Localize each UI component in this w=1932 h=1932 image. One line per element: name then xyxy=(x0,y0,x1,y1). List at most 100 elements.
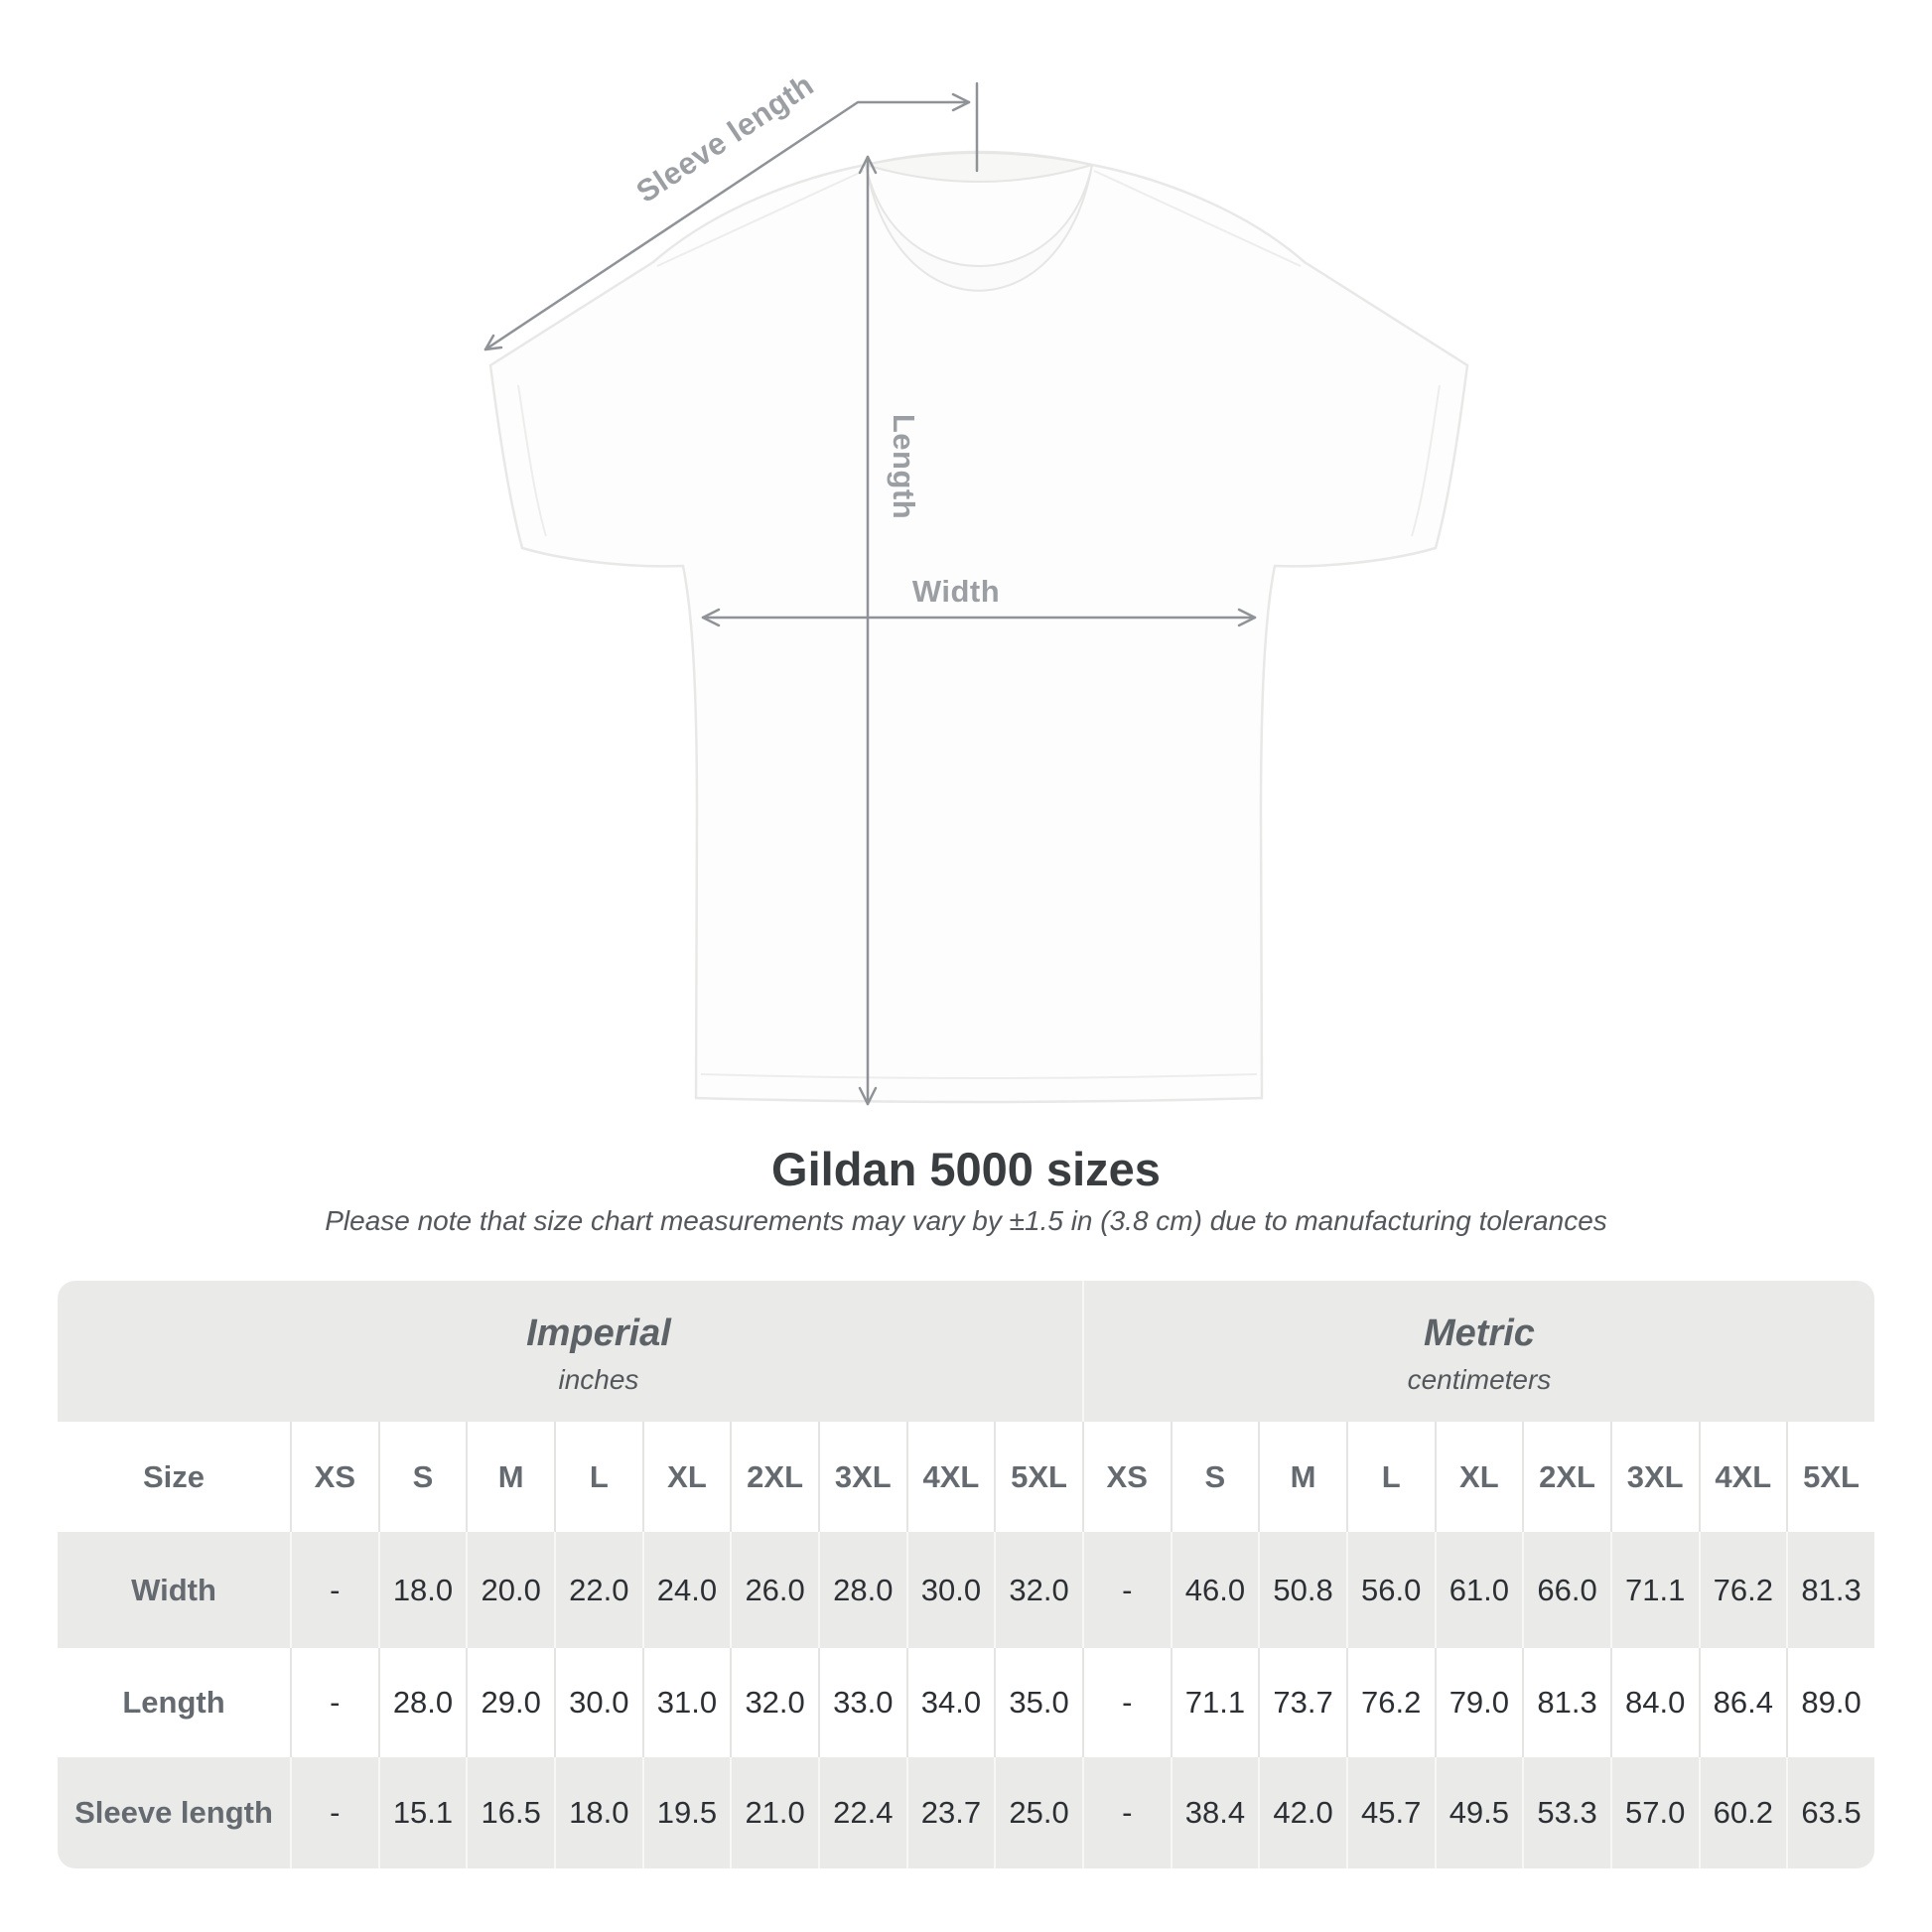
width-cell: 50.8 xyxy=(1258,1532,1346,1648)
length-arrowheads xyxy=(858,155,878,1106)
width-cell: 46.0 xyxy=(1170,1532,1259,1648)
length-cell: 89.0 xyxy=(1786,1648,1874,1757)
size-col-metric-xs: XS xyxy=(1081,1422,1171,1532)
size-col-imperial-l: L xyxy=(553,1422,642,1532)
size-column-header: Size xyxy=(142,1458,206,1494)
size-col-metric-l: L xyxy=(1345,1422,1435,1532)
sleeve-cell: - xyxy=(1081,1757,1171,1868)
imperial-group-unit: inches xyxy=(558,1364,639,1395)
length-cell: 81.3 xyxy=(1522,1648,1610,1757)
size-col-imperial-s: S xyxy=(377,1422,467,1532)
width-cell: 66.0 xyxy=(1522,1532,1610,1648)
size-col-imperial-2xl: 2XL xyxy=(730,1422,818,1532)
width-row: Width - 18.0 20.0 22.0 24.0 26.0 28.0 30… xyxy=(58,1532,1874,1648)
width-row-label: Width xyxy=(131,1572,216,1607)
size-col-imperial-xl: XL xyxy=(641,1422,731,1532)
sleeve-cell: 60.2 xyxy=(1698,1757,1787,1868)
imperial-group-header: Imperial inches xyxy=(58,1281,1082,1422)
measurement-lines xyxy=(483,81,1257,1106)
length-cell: 71.1 xyxy=(1170,1648,1259,1757)
metric-group-title: Metric xyxy=(1423,1312,1535,1354)
back-collar xyxy=(865,152,1093,183)
sleeve-cell: 25.0 xyxy=(994,1757,1082,1868)
size-col-imperial-m: M xyxy=(466,1422,554,1532)
size-col-metric-s: S xyxy=(1170,1422,1259,1532)
sleeve-cell: 21.0 xyxy=(730,1757,818,1868)
tshirt-measurement-diagram: Sleeve length Length Width xyxy=(483,68,1469,1106)
length-cell: - xyxy=(1081,1648,1171,1757)
bottom-hem-seam xyxy=(700,1073,1258,1079)
width-cell: 24.0 xyxy=(641,1532,731,1648)
sleeve-cell: 16.5 xyxy=(466,1757,554,1868)
sleeve-hem-seams xyxy=(517,384,1441,537)
shoulder-seams xyxy=(656,170,1302,267)
width-cell: 76.2 xyxy=(1698,1532,1787,1648)
sleeve-cell: - xyxy=(290,1757,378,1868)
sleeve-length-row-label: Sleeve length xyxy=(74,1795,273,1830)
length-cell: 33.0 xyxy=(817,1648,906,1757)
tshirt-body xyxy=(488,150,1469,1104)
width-cell: 71.1 xyxy=(1609,1532,1699,1648)
size-col-imperial-3xl: 3XL xyxy=(817,1422,906,1532)
width-cell: - xyxy=(1081,1532,1171,1648)
sleeve-cell: 49.5 xyxy=(1434,1757,1523,1868)
sleeve-cell: 15.1 xyxy=(377,1757,467,1868)
width-cell: 81.3 xyxy=(1786,1532,1874,1648)
width-cell: 32.0 xyxy=(994,1532,1082,1648)
width-cell: 22.0 xyxy=(553,1532,642,1648)
length-cell: 73.7 xyxy=(1258,1648,1346,1757)
width-arrowheads xyxy=(701,608,1257,627)
metric-group-header: Metric centimeters xyxy=(1081,1281,1874,1422)
length-cell: 35.0 xyxy=(994,1648,1082,1757)
size-col-imperial-5xl: 5XL xyxy=(994,1422,1082,1532)
size-col-metric-5xl: 5XL xyxy=(1786,1422,1874,1532)
size-col-imperial-xs: XS xyxy=(290,1422,378,1532)
width-cell: 26.0 xyxy=(730,1532,818,1648)
size-col-metric-4xl: 4XL xyxy=(1698,1422,1787,1532)
imperial-group-title: Imperial xyxy=(526,1312,671,1354)
sleeve-cell: 18.0 xyxy=(553,1757,642,1868)
sleeve-length-row: Sleeve length - 15.1 16.5 18.0 19.5 21.0… xyxy=(58,1757,1874,1868)
length-cell: 84.0 xyxy=(1609,1648,1699,1757)
length-cell: 34.0 xyxy=(905,1648,995,1757)
sleeve-length-arrowhead xyxy=(483,334,503,351)
sleeve-cell: 42.0 xyxy=(1258,1757,1346,1868)
width-cell: 28.0 xyxy=(817,1532,906,1648)
tshirt-illustration xyxy=(488,150,1469,1104)
width-cell: 20.0 xyxy=(466,1532,554,1648)
length-cell: 32.0 xyxy=(730,1648,818,1757)
sleeve-cell: 22.4 xyxy=(817,1757,906,1868)
metric-group-unit: centimeters xyxy=(1407,1364,1552,1395)
length-cell: 76.2 xyxy=(1345,1648,1435,1757)
length-cell: 28.0 xyxy=(377,1648,467,1757)
width-cell: 30.0 xyxy=(905,1532,995,1648)
unit-group-row: Imperial inches Metric centimeters xyxy=(58,1281,1874,1422)
width-cell: - xyxy=(290,1532,378,1648)
length-cell: 29.0 xyxy=(466,1648,554,1757)
size-header-row: Size XS S M L XL 2XL 3XL 4XL 5XL XS S M … xyxy=(58,1422,1874,1532)
length-row-label: Length xyxy=(122,1685,225,1720)
length-cell: - xyxy=(290,1648,378,1757)
size-col-metric-xl: XL xyxy=(1434,1422,1523,1532)
sleeve-cell: 57.0 xyxy=(1609,1757,1699,1868)
horizontal-arrowhead xyxy=(951,92,971,112)
width-label: Width xyxy=(912,574,1000,609)
width-cell: 18.0 xyxy=(377,1532,467,1648)
size-col-metric-m: M xyxy=(1258,1422,1346,1532)
sleeve-length-line xyxy=(483,100,971,351)
sleeve-cell: 63.5 xyxy=(1786,1757,1874,1868)
size-col-imperial-4xl: 4XL xyxy=(905,1422,995,1532)
page-subtitle: Please note that size chart measurements… xyxy=(325,1205,1607,1236)
length-cell: 86.4 xyxy=(1698,1648,1787,1757)
page-title: Gildan 5000 sizes xyxy=(771,1143,1161,1195)
size-col-metric-3xl: 3XL xyxy=(1609,1422,1699,1532)
width-cell: 56.0 xyxy=(1345,1532,1435,1648)
size-table: Imperial inches Metric centimeters Size … xyxy=(58,1281,1874,1868)
sleeve-cell: 23.7 xyxy=(905,1757,995,1868)
sleeve-cell: 38.4 xyxy=(1170,1757,1259,1868)
size-col-metric-2xl: 2XL xyxy=(1522,1422,1610,1532)
length-label: Length xyxy=(887,414,921,519)
length-cell: 30.0 xyxy=(553,1648,642,1757)
sleeve-cell: 53.3 xyxy=(1522,1757,1610,1868)
